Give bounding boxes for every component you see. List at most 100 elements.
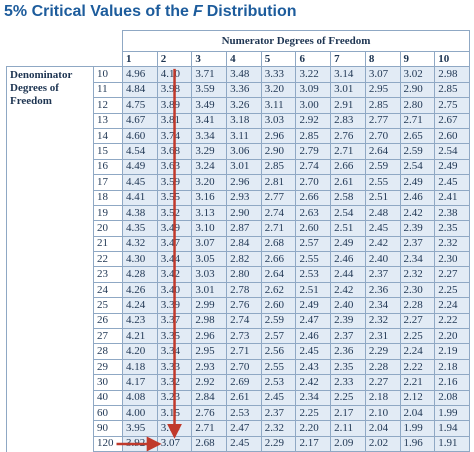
value-cell: 2.22 xyxy=(399,358,436,376)
value-cell: 2.96 xyxy=(191,328,228,345)
value-cell: 2.90 xyxy=(260,143,297,160)
value-cell: 2.32 xyxy=(434,235,470,253)
value-cell: 2.41 xyxy=(434,189,470,206)
table-header: Numerator Degrees of Freedom xyxy=(122,30,470,52)
value-cell: 3.89 xyxy=(156,97,193,114)
value-cell: 2.27 xyxy=(399,312,436,330)
value-cell: 4.17 xyxy=(122,374,158,391)
value-cell: 3.49 xyxy=(191,97,228,114)
value-cell: 3.42 xyxy=(156,266,193,283)
df-label: 26 xyxy=(93,312,123,330)
value-cell: 2.42 xyxy=(399,204,436,222)
value-cell: 2.71 xyxy=(260,220,297,237)
title: 5% Critical Values of the F Distribution xyxy=(4,3,301,21)
value-cell: 2.25 xyxy=(434,281,470,299)
df-label: 13 xyxy=(93,112,123,129)
data-row: 15 4.54 3.68 3.29 3.06 2.90 2.79 2.71 2.64 2.59 2.… xyxy=(7,143,470,160)
value-cell: 2.61 xyxy=(330,174,366,191)
value-cell: 2.90 xyxy=(226,204,262,222)
value-cell: 2.45 xyxy=(226,435,262,452)
value-cell: 2.63 xyxy=(295,204,332,222)
value-cell: 2.38 xyxy=(434,204,470,222)
value-cell: 2.82 xyxy=(226,251,262,268)
row-header-line: Degrees of xyxy=(10,82,59,95)
value-cell: 2.32 xyxy=(364,312,401,330)
value-cell: 2.74 xyxy=(295,158,332,176)
value-cell: 3.07 xyxy=(191,235,228,253)
value-cell: 4.38 xyxy=(122,204,158,222)
value-cell: 2.32 xyxy=(399,266,436,283)
value-cell: 2.02 xyxy=(364,435,401,452)
value-cell: 4.23 xyxy=(122,312,158,330)
df-label: 12 xyxy=(93,97,123,114)
value-cell: 2.11 xyxy=(330,420,366,437)
df-label: 90 xyxy=(93,420,123,437)
value-cell: 2.30 xyxy=(399,281,436,299)
value-cell: 2.51 xyxy=(330,220,366,237)
value-cell: 2.65 xyxy=(399,127,436,145)
value-cell: 2.92 xyxy=(191,374,228,391)
value-cell: 2.92 xyxy=(295,112,332,129)
value-cell: 4.75 xyxy=(122,97,158,114)
value-cell: 2.78 xyxy=(226,281,262,299)
value-cell: 4.00 xyxy=(122,404,158,422)
value-cell: 2.68 xyxy=(260,235,297,253)
value-cell: 1.99 xyxy=(434,404,470,422)
data-row: 16 4.49 3.63 3.24 3.01 2.85 2.74 2.66 2.59 2.54 2.… xyxy=(7,158,470,176)
value-cell: 2.42 xyxy=(364,235,401,253)
value-cell: 2.57 xyxy=(295,235,332,253)
df-label: 11 xyxy=(93,81,123,99)
value-cell: 3.47 xyxy=(156,235,193,253)
title-italic: F xyxy=(192,3,203,20)
value-cell: 3.07 xyxy=(156,435,193,452)
value-cell: 2.45 xyxy=(260,389,297,406)
value-cell: 3.37 xyxy=(156,312,193,330)
data-row: 14 4.60 3.74 3.34 3.11 2.96 2.85 2.76 2.70 2.65 2.… xyxy=(7,127,470,145)
value-cell: 2.99 xyxy=(191,297,228,314)
value-cell: 2.95 xyxy=(191,343,228,360)
value-cell: 2.45 xyxy=(295,343,332,360)
value-cell: 2.58 xyxy=(330,189,366,206)
value-cell: 2.45 xyxy=(434,174,470,191)
value-cell: 2.42 xyxy=(295,374,332,391)
value-cell: 2.71 xyxy=(191,420,228,437)
value-cell: 3.02 xyxy=(399,66,436,83)
value-cell: 2.40 xyxy=(364,251,401,268)
column-label: 10 xyxy=(434,50,470,68)
value-cell: 2.20 xyxy=(434,328,470,345)
value-cell: 2.34 xyxy=(295,389,332,406)
column-label: 1 xyxy=(122,50,158,68)
value-cell: 3.10 xyxy=(191,220,228,237)
value-cell: 2.21 xyxy=(399,374,436,391)
value-cell: 2.47 xyxy=(295,312,332,330)
value-cell: 2.04 xyxy=(364,420,401,437)
value-cell: 2.30 xyxy=(434,251,470,268)
data-row: 27 4.21 3.35 2.96 2.73 2.57 2.46 2.37 2.31 2.25 2.… xyxy=(7,328,470,345)
value-cell: 2.54 xyxy=(434,143,470,160)
value-cell: 4.35 xyxy=(122,220,158,237)
value-cell: 2.29 xyxy=(364,343,401,360)
value-cell: 1.99 xyxy=(399,420,436,437)
value-cell: 2.42 xyxy=(330,281,366,299)
value-cell: 4.24 xyxy=(122,297,158,314)
value-cell: 2.62 xyxy=(260,281,297,299)
value-cell: 2.74 xyxy=(226,312,262,330)
value-cell: 2.93 xyxy=(226,189,262,206)
value-cell: 2.96 xyxy=(226,174,262,191)
df-label: 22 xyxy=(93,251,123,268)
value-cell: 4.54 xyxy=(122,143,158,160)
value-cell: 2.87 xyxy=(226,220,262,237)
data-row: 23 4.28 3.42 3.03 2.80 2.64 2.53 2.44 2.37 2.32 2.… xyxy=(7,266,470,283)
value-cell: 2.47 xyxy=(226,420,262,437)
value-cell: 2.36 xyxy=(330,343,366,360)
df-label: 17 xyxy=(93,174,123,191)
df-label: 15 xyxy=(93,143,123,160)
value-cell: 4.84 xyxy=(122,81,158,99)
value-cell: 2.93 xyxy=(191,358,228,376)
df-label: 24 xyxy=(93,281,123,299)
data-row: 11 4.84 3.98 3.59 3.36 3.20 3.09 3.01 2.95 2.90 2.… xyxy=(7,81,470,99)
value-cell: 3.29 xyxy=(191,143,228,160)
value-cell: 2.29 xyxy=(260,435,297,452)
column-label: 6 xyxy=(295,50,332,68)
value-cell: 1.91 xyxy=(434,435,470,452)
